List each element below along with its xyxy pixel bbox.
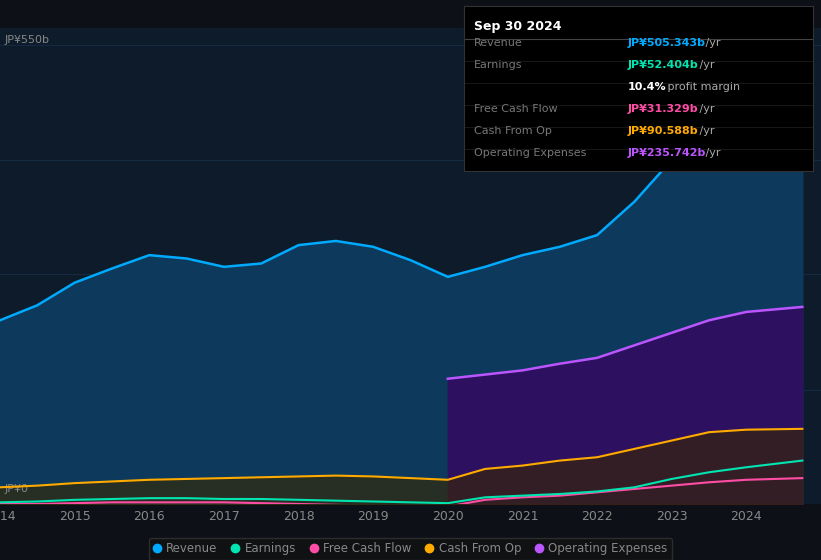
Text: Free Cash Flow: Free Cash Flow <box>475 104 558 114</box>
Text: /yr: /yr <box>702 148 721 158</box>
Text: Sep 30 2024: Sep 30 2024 <box>475 21 562 34</box>
Text: JP¥0: JP¥0 <box>4 484 28 494</box>
Text: JP¥90.588b: JP¥90.588b <box>628 126 699 136</box>
Text: /yr: /yr <box>696 60 714 70</box>
Text: Earnings: Earnings <box>475 60 523 70</box>
Legend: Revenue, Earnings, Free Cash Flow, Cash From Op, Operating Expenses: Revenue, Earnings, Free Cash Flow, Cash … <box>149 538 672 560</box>
Text: /yr: /yr <box>696 126 714 136</box>
Text: JP¥52.404b: JP¥52.404b <box>628 60 699 70</box>
Text: Cash From Op: Cash From Op <box>475 126 553 136</box>
Text: JP¥31.329b: JP¥31.329b <box>628 104 699 114</box>
Text: JP¥235.742b: JP¥235.742b <box>628 148 706 158</box>
Text: Operating Expenses: Operating Expenses <box>475 148 587 158</box>
Text: JP¥505.343b: JP¥505.343b <box>628 38 706 48</box>
Text: profit margin: profit margin <box>663 82 740 92</box>
Text: 10.4%: 10.4% <box>628 82 667 92</box>
Text: /yr: /yr <box>696 104 714 114</box>
Text: Revenue: Revenue <box>475 38 523 48</box>
Text: JP¥550b: JP¥550b <box>4 35 49 45</box>
Text: /yr: /yr <box>702 38 721 48</box>
